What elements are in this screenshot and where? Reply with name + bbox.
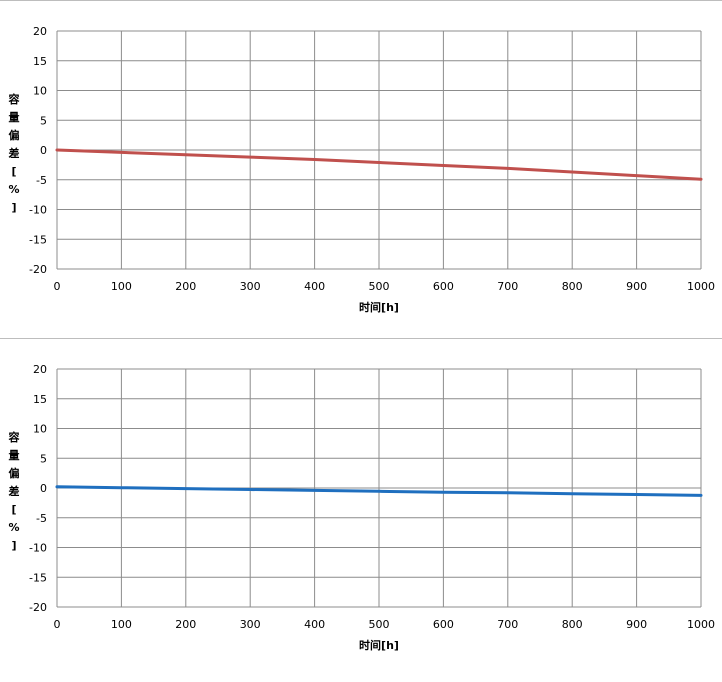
y-tick-label: 10	[33, 85, 47, 98]
x-tick-label: 500	[369, 618, 390, 631]
y-tick-label: 0	[40, 482, 47, 495]
y-tick-label: 15	[33, 393, 47, 406]
y-axis-title-char: ]	[11, 201, 16, 214]
y-tick-label: 5	[40, 452, 47, 465]
y-tick-label: 20	[33, 25, 47, 38]
x-tick-label: 800	[562, 618, 583, 631]
x-tick-label: 100	[111, 618, 132, 631]
x-tick-label: 200	[175, 280, 196, 293]
y-tick-label: -10	[29, 542, 47, 555]
x-tick-label: 300	[240, 280, 261, 293]
x-tick-label: 0	[54, 618, 61, 631]
y-axis-title-char: [	[11, 165, 16, 178]
x-tick-label: 100	[111, 280, 132, 293]
chart-top-svg: 20 15 10 5 0 -5 -10 -15 -20 0 100 200 300 400 500 600 70…	[8, 25, 716, 314]
x-tick-label: 1000	[687, 280, 715, 293]
x-tick-label: 600	[433, 618, 454, 631]
y-axis-title-char: 量	[9, 111, 20, 124]
x-tick-label: 700	[497, 618, 518, 631]
chart-top: 20 15 10 5 0 -5 -10 -15 -20 0 100 200 300 400 500 600 70…	[0, 0, 722, 338]
x-tick-label: 900	[626, 280, 647, 293]
x-tick-label: 400	[304, 280, 325, 293]
y-axis-title-char: 差	[9, 146, 20, 160]
y-axis-title-char: ]	[11, 539, 16, 552]
x-axis-title: 时间[h]	[359, 638, 399, 652]
y-tick-label: -20	[29, 263, 47, 276]
x-tick-label: 700	[497, 280, 518, 293]
y-tick-label: -15	[29, 571, 47, 584]
chart-bottom-svg: 20 15 10 5 0 -5 -10 -15 -20 0 100 200 300 400 500 600 70…	[8, 363, 716, 652]
x-axis-title: 时间[h]	[359, 300, 399, 314]
x-tick-label: 900	[626, 618, 647, 631]
y-axis-title-char: 差	[9, 484, 20, 498]
y-tick-label: -5	[36, 174, 47, 187]
x-tick-label: 1000	[687, 618, 715, 631]
x-tick-label: 300	[240, 618, 261, 631]
y-axis-title-char: 偏	[9, 466, 20, 480]
x-tick-label: 500	[369, 280, 390, 293]
y-axis-title-char: [	[11, 503, 16, 516]
y-tick-label: 15	[33, 55, 47, 68]
x-tick-label: 600	[433, 280, 454, 293]
y-tick-label: -10	[29, 204, 47, 217]
y-axis-title-char: %	[8, 183, 19, 196]
y-tick-label: 10	[33, 423, 47, 436]
y-axis-title-char: 容	[8, 92, 20, 106]
chart-bottom: 20 15 10 5 0 -5 -10 -15 -20 0 100 200 300 400 500 600 70…	[0, 338, 722, 676]
y-tick-label: 0	[40, 144, 47, 157]
y-axis-title-char: %	[8, 521, 19, 534]
y-tick-label: 20	[33, 363, 47, 376]
y-tick-label: -15	[29, 233, 47, 246]
x-tick-label: 800	[562, 280, 583, 293]
y-axis-title-char: 量	[9, 449, 20, 462]
x-tick-label: 200	[175, 618, 196, 631]
x-tick-label: 400	[304, 618, 325, 631]
y-tick-label: 5	[40, 114, 47, 127]
y-axis-title-char: 容	[8, 430, 20, 444]
y-axis-title-char: 偏	[9, 128, 20, 142]
x-tick-label: 0	[54, 280, 61, 293]
y-tick-label: -5	[36, 512, 47, 525]
y-tick-label: -20	[29, 601, 47, 614]
